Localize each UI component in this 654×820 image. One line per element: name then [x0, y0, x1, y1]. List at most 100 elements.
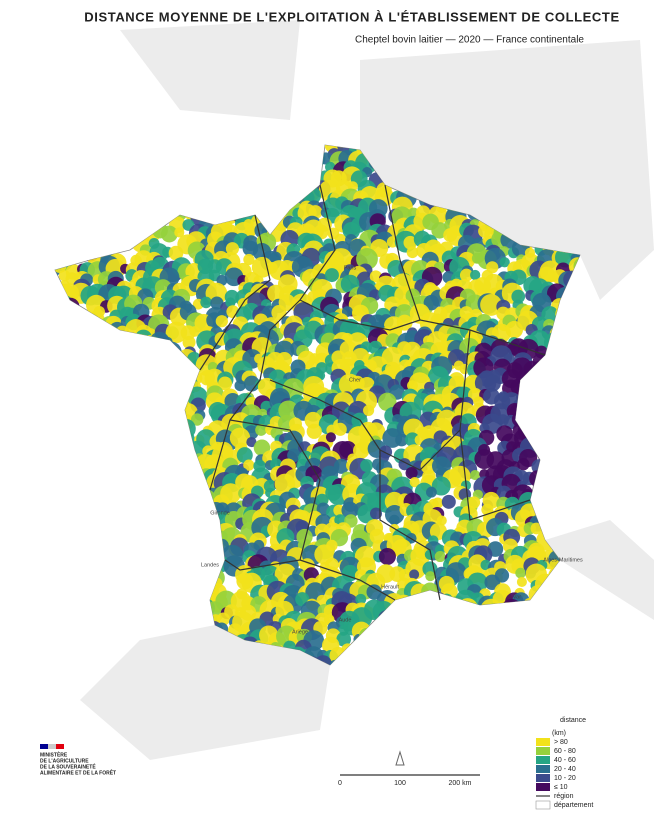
surface-blob: [55, 628, 59, 643]
surface-blob: [167, 180, 187, 200]
surface-blob: [71, 524, 84, 537]
surface-blob: [86, 311, 105, 330]
surface-blob: [156, 482, 178, 503]
scale-label: 200 km: [449, 780, 472, 787]
surface-blob: [77, 462, 89, 474]
surface-blob: [131, 584, 152, 605]
surface-blob: [55, 386, 65, 408]
surface-blob: [60, 225, 80, 246]
surface-blob: [70, 206, 85, 220]
surface-blob: [116, 208, 129, 221]
surface-blob: [181, 577, 196, 592]
surface-blob: [457, 598, 479, 619]
surface-blob: [519, 653, 540, 665]
legend-label: département: [554, 802, 593, 809]
surface-blob: [152, 554, 173, 574]
surface-blob: [134, 418, 156, 440]
surface-blob: [151, 145, 172, 161]
surface-blob: [128, 545, 141, 557]
surface-blob: [575, 595, 580, 612]
surface-blob: [476, 636, 498, 659]
surface-blob: [130, 560, 143, 573]
surface-blob: [178, 583, 199, 604]
surface-blob: [547, 500, 566, 519]
surface-blob: [539, 421, 560, 441]
surface-blob: [55, 357, 64, 378]
surface-blob: [56, 522, 72, 537]
surface-blob: [63, 172, 76, 185]
surface-blob: [62, 386, 83, 407]
surface-blob: [545, 658, 564, 665]
surface-blob: [259, 145, 281, 152]
surface-blob: [125, 350, 140, 365]
surface-blob: [177, 161, 195, 179]
surface-blob: [173, 486, 186, 499]
surface-blob: [62, 398, 75, 411]
surface-blob: [143, 145, 159, 161]
surface-blob: [124, 151, 139, 166]
surface-blob: [132, 371, 148, 388]
surface-blob: [274, 473, 296, 495]
surface-blob: [155, 539, 173, 557]
surface-blob: [97, 234, 119, 256]
surface-blob: [55, 374, 74, 395]
surface-blob: [186, 500, 206, 520]
surface-blob: [55, 222, 73, 240]
surface-blob: [55, 601, 62, 619]
surface-blob: [61, 154, 76, 170]
surface-blob: [186, 588, 209, 610]
surface-blob: [68, 254, 79, 265]
surface-blob: [85, 209, 97, 221]
surface-blob: [72, 625, 85, 638]
surface-blob: [188, 574, 207, 593]
surface-blob: [275, 178, 297, 201]
surface-blob: [114, 476, 131, 493]
surface-blob: [176, 558, 197, 579]
surface-blob: [55, 208, 64, 225]
surface-blob: [459, 268, 473, 282]
surface-blob: [406, 597, 418, 609]
surface-blob: [104, 467, 126, 489]
surface-blob: [261, 187, 282, 207]
surface-blob: [55, 166, 61, 178]
surface-blob: [530, 522, 543, 535]
surface-blob: [251, 256, 273, 278]
surface-blob: [138, 372, 161, 395]
place-label: Alpes-Maritimes: [543, 557, 583, 563]
surface-blob: [214, 145, 234, 163]
surface-blob: [62, 231, 82, 251]
surface-blob: [112, 518, 135, 541]
surface-blob: [145, 180, 165, 200]
surface-blob: [80, 461, 94, 475]
surface-blob: [333, 458, 349, 474]
surface-blob: [175, 192, 187, 204]
surface-blob: [214, 196, 234, 216]
surface-blob: [157, 604, 171, 618]
surface-blob: [187, 601, 209, 623]
surface-blob: [149, 331, 170, 352]
surface-blob: [459, 612, 474, 628]
surface-blob: [55, 587, 58, 601]
surface-blob: [574, 404, 580, 426]
surface-blob: [187, 476, 205, 494]
surface-blob: [115, 533, 133, 550]
surface-blob: [181, 552, 194, 565]
surface-blob: [112, 156, 124, 168]
surface-blob: [412, 596, 431, 614]
surface-blob: [73, 571, 86, 584]
surface-blob: [316, 594, 328, 606]
surface-blob: [55, 293, 62, 313]
surface-blob: [206, 173, 220, 188]
surface-blob: [189, 326, 201, 337]
surface-blob: [143, 446, 165, 467]
surface-blob: [63, 145, 82, 153]
surface-blob: [579, 297, 580, 308]
surface-blob: [55, 508, 59, 522]
surface-blob: [165, 148, 177, 160]
ministry-line: ALIMENTAIRE ET DE LA FORÊT: [40, 768, 116, 776]
surface-blob: [106, 225, 122, 241]
surface-blob: [155, 382, 169, 396]
surface-blob: [73, 145, 91, 162]
surface-blob: [107, 215, 126, 234]
surface-blob: [102, 145, 117, 153]
